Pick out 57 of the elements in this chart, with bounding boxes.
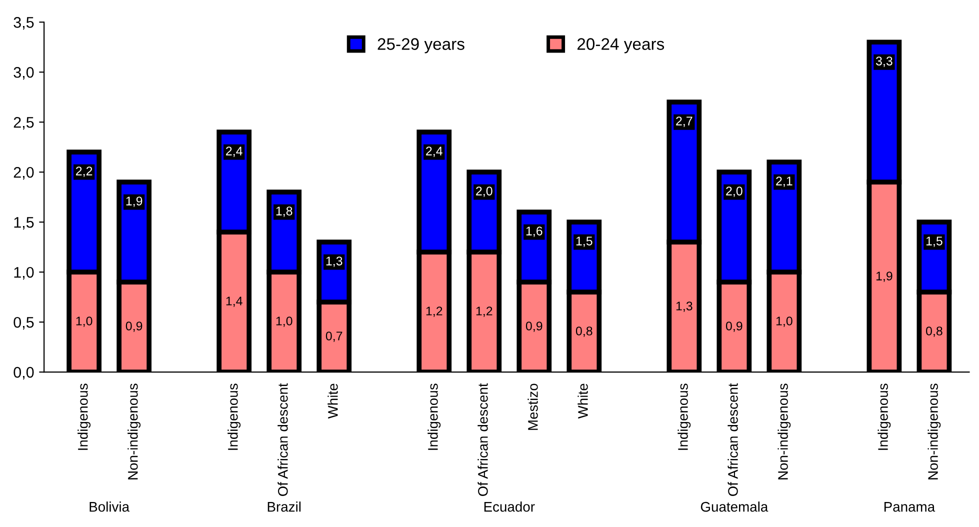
x-tick-label: Non-indigenous <box>778 384 791 480</box>
total-label: 3,3 <box>876 56 892 67</box>
total-label: 2,0 <box>726 186 742 197</box>
data-label: 1,3 <box>676 302 692 312</box>
data-label: 0,8 <box>576 326 592 337</box>
text: Panama <box>884 502 936 512</box>
total-label: 2,2 <box>76 166 92 177</box>
data-label: 1,9 <box>876 272 892 282</box>
text: Guatemala <box>700 502 768 512</box>
data-label: 1,0 <box>276 316 292 327</box>
x-tick-label: White <box>328 384 338 419</box>
x-tick-label: Of African descent <box>278 383 288 496</box>
total-label: 2,4 <box>426 146 442 157</box>
total-label: 2,4 <box>226 146 242 157</box>
text: Brazil <box>268 502 301 512</box>
y-tick-label: 2,5 <box>14 116 34 130</box>
total-label: 1,8 <box>276 206 292 217</box>
y-tick-label: 1,5 <box>14 217 34 230</box>
data-label: 1,2 <box>426 306 442 317</box>
legend-label: 25-29 years <box>378 38 464 54</box>
y-tick-label: 0,5 <box>14 316 34 330</box>
x-tick-label: Indigenous <box>428 384 441 450</box>
x-tick-label: Mestizo <box>528 384 538 430</box>
total-label: 1,9 <box>126 196 142 207</box>
text: Bolivia <box>90 502 130 512</box>
total-label: 1,3 <box>326 256 342 267</box>
legend-label: 20-24 years <box>577 38 664 54</box>
y-tick-label: 3,5 <box>14 17 34 30</box>
x-tick-label: Indigenous <box>878 384 891 450</box>
y-tick-label: 3,0 <box>14 66 34 80</box>
total-label: 2,0 <box>476 186 492 197</box>
x-tick-label: Indigenous <box>78 384 91 450</box>
x-tick-label: Non-indigenous <box>928 384 941 480</box>
data-label: 0,8 <box>926 326 942 337</box>
data-label: 1,0 <box>776 316 792 327</box>
y-tick-label: 2,0 <box>14 166 34 180</box>
total-label: 1,5 <box>926 236 942 247</box>
x-tick-label: Indigenous <box>228 384 241 450</box>
data-label: 0,9 <box>126 322 142 332</box>
x-tick-label: White <box>578 384 588 419</box>
data-label: 1,4 <box>226 296 242 307</box>
total-label: 1,5 <box>576 236 592 247</box>
total-label: 2,1 <box>776 176 792 187</box>
total-label: 1,6 <box>526 226 542 237</box>
x-tick-label: Non-indigenous <box>128 384 141 480</box>
x-tick-label: Of African descent <box>478 383 488 496</box>
text: Ecuador <box>484 502 535 512</box>
x-tick-label: Indigenous <box>678 384 691 450</box>
y-tick-label: 1,0 <box>14 266 34 280</box>
y-tick-label: 0,0 <box>14 366 34 380</box>
total-label: 2,7 <box>676 116 692 127</box>
x-tick-label: Of African descent <box>728 383 738 496</box>
data-label: 1,2 <box>476 306 492 317</box>
data-label: 0,7 <box>326 332 342 342</box>
data-label: 1,0 <box>76 316 92 327</box>
data-label: 0,9 <box>526 322 542 332</box>
data-label: 0,9 <box>726 322 742 332</box>
